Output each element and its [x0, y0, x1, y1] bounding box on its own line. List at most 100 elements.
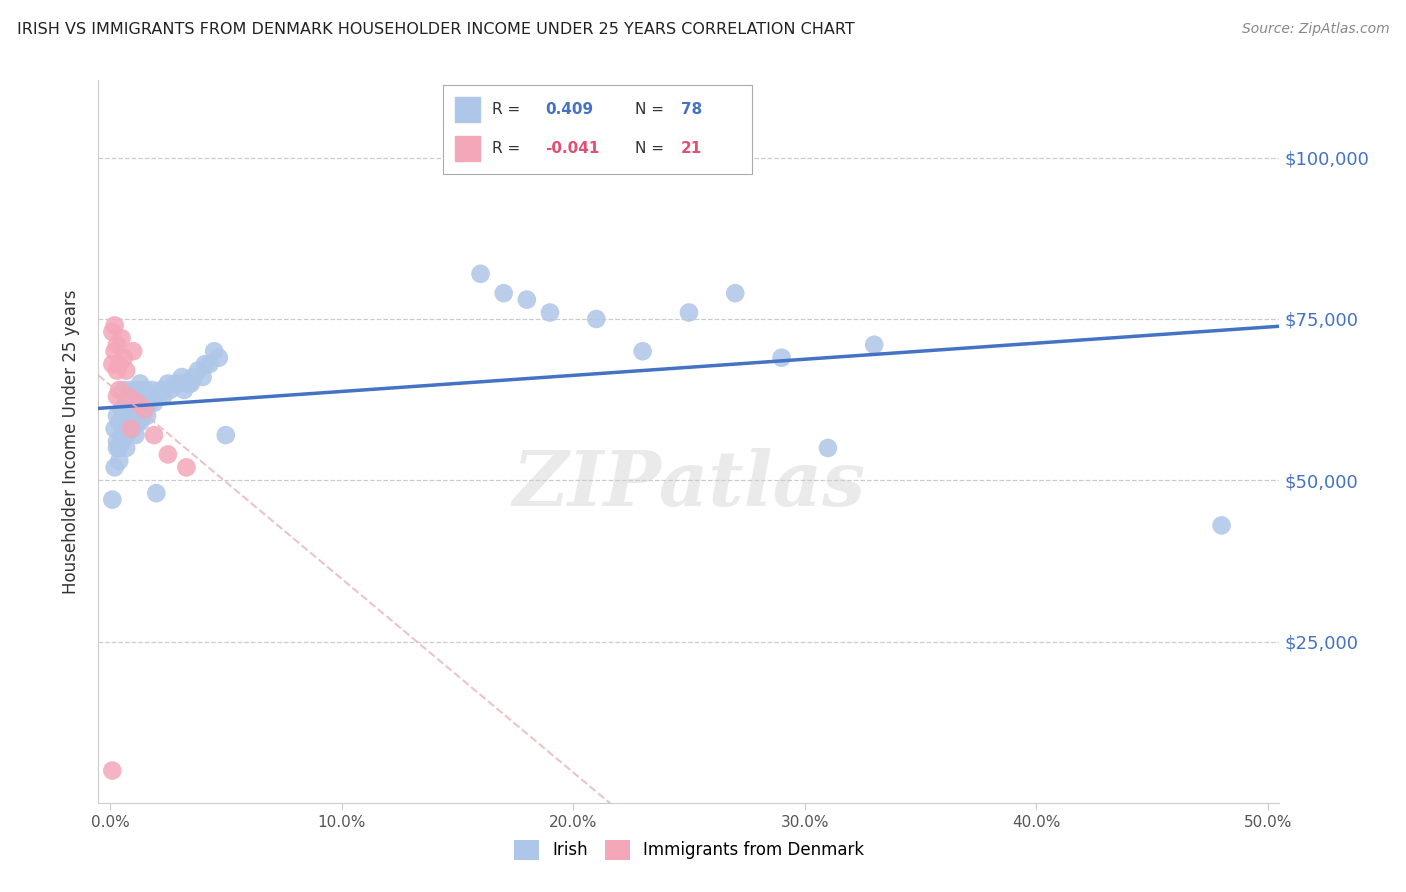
Point — [180, 376, 202, 391]
Point — [115, 441, 138, 455]
Point — [115, 363, 138, 377]
Point — [101, 492, 124, 507]
Point — [124, 428, 146, 442]
Point — [122, 389, 145, 403]
Point — [183, 370, 205, 384]
Point — [470, 267, 492, 281]
Bar — [456, 97, 479, 122]
Point — [817, 441, 839, 455]
Text: N =: N = — [634, 103, 664, 117]
Point — [143, 428, 166, 442]
Point — [134, 402, 156, 417]
Point — [148, 389, 170, 403]
Point — [136, 389, 159, 403]
Text: 21: 21 — [681, 142, 703, 156]
Point — [112, 383, 135, 397]
Text: R =: R = — [492, 142, 520, 156]
Point — [101, 764, 124, 778]
Point — [176, 376, 198, 391]
Point — [194, 357, 217, 371]
Point — [145, 486, 167, 500]
Point — [169, 376, 191, 391]
Point — [104, 344, 127, 359]
Point — [112, 409, 135, 423]
Text: 0.409: 0.409 — [546, 103, 593, 117]
Point — [215, 428, 238, 442]
Point — [152, 389, 174, 403]
Point — [208, 351, 231, 365]
Point — [117, 422, 139, 436]
Point — [105, 338, 128, 352]
Point — [108, 454, 131, 468]
Point — [131, 389, 153, 403]
Point — [187, 363, 209, 377]
Point — [138, 396, 160, 410]
Point — [108, 383, 131, 397]
Point — [538, 305, 561, 319]
Point — [127, 396, 149, 410]
Point — [134, 402, 156, 417]
Point — [177, 376, 200, 391]
Point — [156, 376, 179, 391]
Point — [129, 415, 152, 429]
Text: -0.041: -0.041 — [546, 142, 599, 156]
Legend: Irish, Immigrants from Denmark: Irish, Immigrants from Denmark — [508, 833, 870, 867]
Point — [176, 460, 198, 475]
Point — [110, 402, 132, 417]
Point — [112, 422, 135, 436]
Text: 78: 78 — [681, 103, 703, 117]
Point — [516, 293, 538, 307]
Point — [163, 376, 186, 391]
Point — [129, 376, 152, 391]
Point — [110, 428, 132, 442]
Point — [127, 383, 149, 397]
Point — [105, 363, 128, 377]
Point — [678, 305, 700, 319]
Point — [110, 434, 132, 449]
Point — [170, 370, 193, 384]
Point — [198, 357, 221, 371]
Point — [115, 428, 138, 442]
Point — [631, 344, 654, 359]
Text: N =: N = — [634, 142, 664, 156]
Point — [134, 383, 156, 397]
Text: R =: R = — [492, 103, 520, 117]
Bar — [456, 136, 479, 161]
Point — [120, 402, 142, 417]
Point — [202, 344, 225, 359]
Point — [101, 325, 124, 339]
Point — [105, 434, 128, 449]
Point — [120, 422, 142, 436]
Point — [122, 422, 145, 436]
Point — [122, 409, 145, 423]
Point — [120, 383, 142, 397]
Point — [108, 441, 131, 455]
Point — [105, 409, 128, 423]
Point — [108, 415, 131, 429]
Text: Source: ZipAtlas.com: Source: ZipAtlas.com — [1241, 22, 1389, 37]
Point — [117, 389, 139, 403]
Text: IRISH VS IMMIGRANTS FROM DENMARK HOUSEHOLDER INCOME UNDER 25 YEARS CORRELATION C: IRISH VS IMMIGRANTS FROM DENMARK HOUSEHO… — [17, 22, 855, 37]
Point — [863, 338, 886, 352]
Y-axis label: Householder Income Under 25 years: Householder Income Under 25 years — [62, 289, 80, 594]
Point — [159, 383, 181, 397]
Point — [110, 331, 132, 345]
Point — [129, 396, 152, 410]
Point — [105, 441, 128, 455]
Point — [492, 286, 515, 301]
Point — [156, 447, 179, 461]
Point — [104, 318, 127, 333]
Point — [115, 415, 138, 429]
Point — [105, 389, 128, 403]
Point — [141, 383, 163, 397]
Text: ZIPatlas: ZIPatlas — [512, 448, 866, 522]
Point — [136, 409, 159, 423]
Point — [104, 460, 127, 475]
Point — [770, 351, 793, 365]
Point — [124, 396, 146, 410]
Point — [149, 383, 172, 397]
FancyBboxPatch shape — [443, 85, 752, 174]
Point — [127, 415, 149, 429]
Point — [131, 409, 153, 423]
Point — [127, 402, 149, 417]
